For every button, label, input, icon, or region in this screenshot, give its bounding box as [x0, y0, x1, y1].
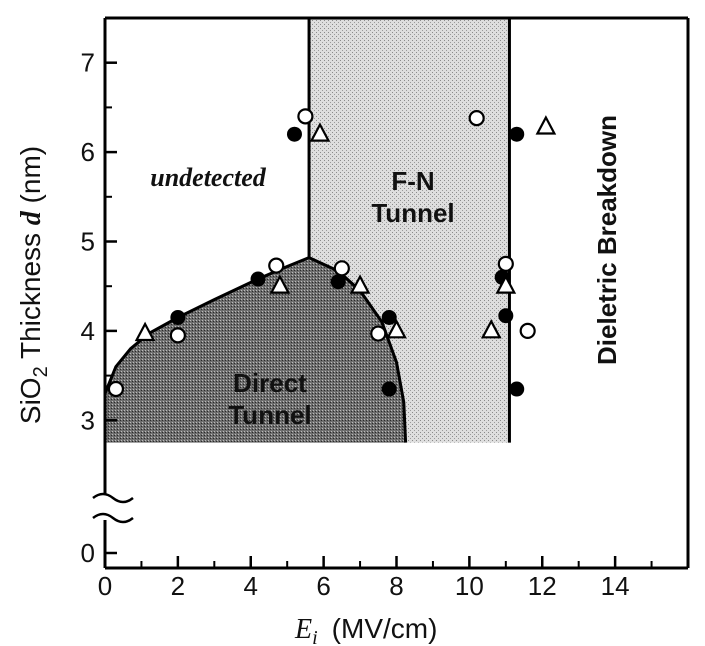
x-axis-unit: (MV/cm) [332, 613, 438, 644]
x-axis-subscript: i [312, 627, 318, 646]
open-circle-point-6 [468, 110, 485, 127]
y-tick-label-5: 5 [81, 227, 95, 257]
region-label-direct-tunnel-line1: Direct [233, 368, 307, 398]
open-circle-point-4 [333, 260, 350, 277]
x-tick-label-14: 14 [601, 571, 630, 601]
axes-layer: 0 2 4 6 8 10 12 14 0 3 4 5 6 7 [81, 16, 690, 601]
open-triangle-point-0 [134, 321, 156, 342]
open-triangle-point-1 [269, 274, 291, 294]
filled-circle-point-9 [509, 381, 525, 397]
regions-layer [105, 18, 510, 443]
y-axis-suffix: (nm) [15, 146, 46, 211]
x-tick-label-4: 4 [244, 571, 258, 601]
x-tick-label-2: 2 [171, 571, 185, 601]
open-circle-point-3 [297, 108, 314, 125]
y-tick-label-7: 7 [81, 48, 95, 78]
filled-circle-point-2 [286, 126, 302, 142]
y-tick-label-0: 0 [81, 538, 95, 568]
axis-break-mark-lower [92, 512, 134, 524]
region-label-fn-tunnel-line2: Tunnel [371, 198, 454, 228]
open-circle-point-0 [107, 380, 125, 398]
x-tick-label-12: 12 [528, 571, 557, 601]
open-circle-point-5 [370, 325, 387, 342]
filled-circle-point-5 [381, 381, 397, 397]
x-tick-label-10: 10 [455, 571, 484, 601]
open-circle-point-7 [497, 255, 514, 272]
y-axis-symbol: d [16, 210, 47, 225]
x-tick-label-6: 6 [316, 571, 330, 601]
y-tick-label-3: 3 [81, 405, 95, 435]
open-triangle-point-7 [535, 115, 557, 135]
open-triangle-point-5 [480, 318, 502, 339]
x-axis-title: Ei (MV/cm) [294, 613, 437, 646]
region-label-dielectric-breakdown: Dieletric Breakdown [592, 115, 622, 365]
filled-circle-point-3 [330, 274, 346, 290]
filled-circle-point-8 [509, 126, 525, 142]
y-tick-label-4: 4 [81, 316, 95, 346]
open-triangle-point-2 [309, 122, 331, 142]
y-axis-mid: Thickness [15, 225, 46, 366]
x-axis-symbol: E [294, 614, 312, 645]
x-tick-label-0: 0 [98, 571, 112, 601]
boundaries-layer [103, 18, 511, 443]
region-label-undetected: undetected [150, 163, 267, 192]
open-triangle-point-3 [349, 274, 371, 294]
region-label-direct-tunnel-line2: Tunnel [228, 400, 311, 430]
open-circle-point-1 [169, 327, 186, 344]
filled-circle-point-4 [381, 309, 397, 325]
axis-break-mark-upper [92, 492, 134, 504]
open-circle-point-8 [519, 322, 536, 339]
direct-tunnel-boundary [103, 256, 408, 443]
open-circle-point-2 [268, 257, 285, 274]
x-tick-label-8: 8 [389, 571, 403, 601]
region-label-fn-tunnel-line1: F-N [391, 166, 434, 196]
open-triangle-point-4 [386, 318, 407, 339]
y-axis-subscript: 2 [30, 366, 52, 377]
filled-circle-point-0 [170, 309, 186, 325]
region-direct-tunnel [105, 257, 406, 443]
y-axis-prefix: SiO [15, 377, 46, 424]
open-triangle-point-6 [495, 274, 517, 294]
points-layer [107, 108, 557, 398]
y-tick-label-6: 6 [81, 137, 95, 167]
filled-circle-point-1 [250, 271, 266, 287]
filled-circle-point-7 [498, 308, 514, 324]
y-axis-title: SiO2 Thickness d (nm) [15, 146, 52, 424]
